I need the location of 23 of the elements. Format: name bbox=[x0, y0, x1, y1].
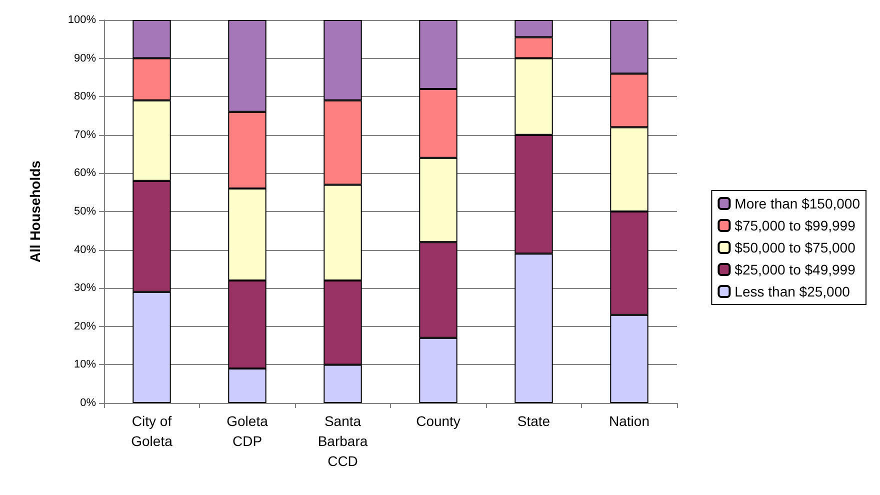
y-tick-label: 100% bbox=[68, 14, 96, 26]
x-tick-label: City of Goleta bbox=[131, 413, 173, 449]
y-tick-label: 80% bbox=[74, 90, 96, 103]
legend-label: $50,000 to $75,000 bbox=[734, 240, 856, 256]
y-tick-label: 40% bbox=[74, 244, 96, 256]
y-tick-label: 70% bbox=[74, 128, 96, 141]
y-tick-label: 0% bbox=[80, 397, 96, 409]
x-tick-label: County bbox=[416, 413, 460, 429]
legend-label: $75,000 to $99,999 bbox=[734, 218, 856, 234]
x-tick-label: Santa Barbara CCD bbox=[318, 413, 368, 469]
y-tick-label: 50% bbox=[74, 206, 96, 218]
y-tick-label: 90% bbox=[74, 52, 96, 64]
y-tick-label: 30% bbox=[74, 282, 96, 294]
x-tick-label: Goleta CDP bbox=[226, 413, 268, 449]
legend-label: Less than $25,000 bbox=[734, 284, 850, 300]
y-axis-title: All Households bbox=[27, 160, 43, 262]
x-tick-label: State bbox=[517, 413, 550, 429]
legend-label: More than $150,000 bbox=[734, 196, 860, 212]
x-tick-label: Nation bbox=[609, 413, 650, 429]
legend-label: $25,000 to $49,999 bbox=[734, 262, 856, 278]
y-tick-label: 10% bbox=[74, 358, 96, 371]
y-tick-label: 60% bbox=[74, 167, 96, 180]
y-tick-label: 20% bbox=[74, 320, 96, 332]
